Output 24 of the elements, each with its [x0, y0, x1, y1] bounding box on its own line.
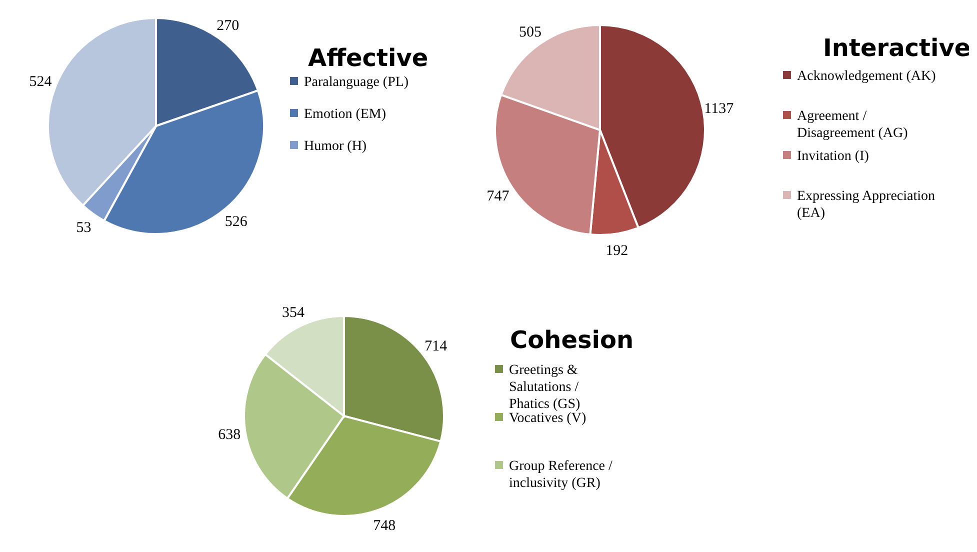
data-label: 53	[76, 220, 92, 236]
data-label: 270	[216, 18, 240, 34]
data-label: 524	[29, 74, 52, 90]
data-label: 714	[424, 338, 448, 354]
data-label: 505	[518, 24, 542, 40]
legend-label: Acknowledgement (AK)	[797, 69, 936, 84]
legend-label: Group Reference / inclusivity (GR)	[509, 459, 613, 491]
data-label: 747	[486, 188, 510, 204]
data-label: 354	[282, 304, 305, 321]
data-label: 748	[373, 518, 396, 534]
text: Affective	[308, 44, 428, 72]
data-label: 192	[606, 243, 628, 260]
legend-label: Humor (H)	[304, 139, 367, 154]
legend-label: Expressing Appreciation (EA)	[797, 189, 936, 221]
legend-label: Agreement / Disagreement (AG)	[797, 109, 908, 141]
legend-label: Paralanguage (PL)	[304, 75, 409, 90]
legend-label: Emotion (EM)	[304, 107, 386, 122]
legend-label: Vocatives (V)	[509, 411, 586, 426]
legend-label: Greetings & Salutations / Phatics (GS)	[509, 363, 580, 412]
data-label: 638	[218, 426, 241, 443]
data-label: 1137	[704, 100, 734, 117]
legend-label: Invitation (I)	[797, 149, 870, 164]
data-label: 526	[224, 214, 248, 230]
text: Cohesion	[510, 326, 634, 354]
